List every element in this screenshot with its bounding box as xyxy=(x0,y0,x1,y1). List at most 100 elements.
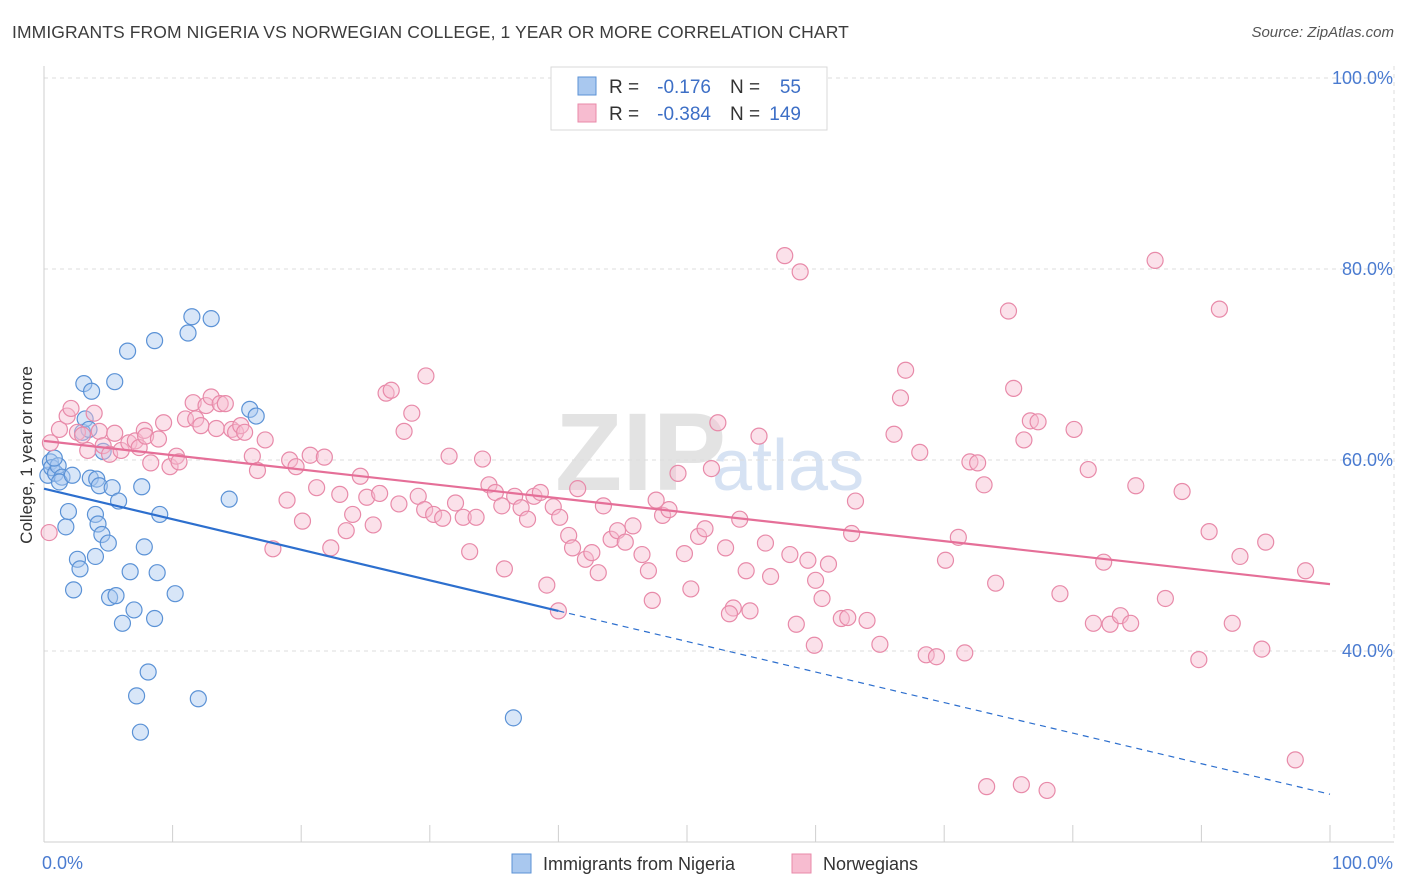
norwegians-point-150 xyxy=(1079,460,1097,479)
norwegians-point-63 xyxy=(416,501,434,519)
nigeria-point-12 xyxy=(68,550,87,568)
stats-r-label-1: R = xyxy=(609,77,639,98)
stats-swatch-blue xyxy=(577,76,597,96)
norwegians-point-60 xyxy=(395,422,413,440)
norwegians-point-94 xyxy=(616,533,634,551)
norwegians-point-157 xyxy=(1146,251,1164,270)
norwegians-point-127 xyxy=(846,492,865,510)
norwegians-point-149 xyxy=(1065,420,1083,439)
nigeria-point-5 xyxy=(53,468,71,486)
norwegians-point-122 xyxy=(806,571,825,589)
x-tick-labels: 0.0% 100.0% xyxy=(42,853,1393,873)
norwegians-point-165 xyxy=(1286,751,1304,769)
nigeria-point-36 xyxy=(125,601,143,619)
norwegians-point-26 xyxy=(184,394,202,412)
nigeria-point-44 xyxy=(148,564,166,582)
trend-line-nigeria xyxy=(43,487,559,612)
norwegians-point-158 xyxy=(1156,589,1174,608)
norwegians-point-28 xyxy=(192,417,210,435)
norwegians-point-20 xyxy=(149,430,168,448)
legend-label-norwegians: Norwegians xyxy=(823,854,918,874)
norwegians-point-38 xyxy=(243,447,261,465)
norwegians-point-117 xyxy=(776,247,794,265)
norwegians-point-47 xyxy=(308,479,326,497)
norwegians-point-144 xyxy=(1005,379,1023,397)
norwegians-point-121 xyxy=(799,551,817,569)
norwegians-point-71 xyxy=(467,508,485,526)
nigeria-point-33 xyxy=(113,614,132,632)
norwegians-point-159 xyxy=(1173,482,1191,501)
norwegians-point-106 xyxy=(696,520,714,538)
norwegians-point-58 xyxy=(382,381,400,399)
norwegians-point-104 xyxy=(682,580,700,598)
nigeria-point-27 xyxy=(99,534,117,552)
norwegians-point-90 xyxy=(589,564,607,582)
trend-line-nigeria-extension xyxy=(558,610,1331,795)
norwegians-point-22 xyxy=(161,458,179,476)
nigeria-point-30 xyxy=(106,373,124,391)
nigeria-point-54 xyxy=(504,709,522,727)
nigeria-point-46 xyxy=(166,585,184,603)
norwegians-point-148 xyxy=(1051,585,1069,603)
norwegians-point-89 xyxy=(583,544,601,562)
norwegians-point-103 xyxy=(675,544,694,563)
trend-line-norwegians xyxy=(43,439,1331,586)
norwegians-point-98 xyxy=(643,591,661,609)
y-tick-label-0: 40.0% xyxy=(1342,641,1393,661)
legend-label-nigeria: Immigrants from Nigeria xyxy=(543,854,736,874)
chart-title: IMMIGRANTS FROM NIGERIA VS NORWEGIAN COL… xyxy=(12,22,849,42)
norwegians-point-57 xyxy=(377,384,395,402)
nigeria-point-48 xyxy=(183,308,201,326)
nigeria-point-50 xyxy=(202,310,220,328)
norwegians-point-82 xyxy=(538,576,556,594)
norwegians-point-68 xyxy=(446,494,465,512)
norwegians-point-132 xyxy=(897,361,915,379)
norwegians-point-151 xyxy=(1084,614,1102,632)
norwegians-point-145 xyxy=(1015,431,1033,449)
norwegians-point-92 xyxy=(602,530,620,548)
norwegians-point-56 xyxy=(371,484,389,503)
norwegians-point-46 xyxy=(301,446,319,464)
norwegians-point-5 xyxy=(68,423,87,441)
norwegians-point-67 xyxy=(440,447,458,465)
norwegians-point-51 xyxy=(337,522,355,540)
nigeria-point-43 xyxy=(145,609,164,628)
nigeria-point-23 xyxy=(90,477,108,495)
norwegians-point-19 xyxy=(142,454,160,472)
nigeria-point-35 xyxy=(121,563,139,581)
norwegians-point-102 xyxy=(669,464,687,482)
nigeria-point-24 xyxy=(89,515,107,533)
norwegians-point-97 xyxy=(639,562,658,580)
norwegians-point-54 xyxy=(358,488,376,506)
norwegians-point-30 xyxy=(202,388,220,406)
norwegians-point-107 xyxy=(702,459,721,478)
norwegians-point-112 xyxy=(737,562,755,580)
norwegians-point-72 xyxy=(473,450,492,468)
nigeria-point-26 xyxy=(93,525,111,544)
nigeria-point-41 xyxy=(139,663,157,681)
norwegians-point-123 xyxy=(813,589,831,608)
norwegians-point-175 xyxy=(843,524,861,543)
norwegians-point-83 xyxy=(544,498,562,516)
norwegians-point-120 xyxy=(791,263,809,281)
nigeria-point-40 xyxy=(135,538,153,556)
nigeria-point-7 xyxy=(45,449,63,467)
norwegians-point-81 xyxy=(531,483,549,502)
norwegians-point-45 xyxy=(293,512,312,530)
norwegians-point-126 xyxy=(839,608,857,627)
norwegians-point-113 xyxy=(741,602,759,620)
nigeria-point-28 xyxy=(100,588,119,607)
y-tick-label-1: 60.0% xyxy=(1342,450,1393,470)
norwegians-point-142 xyxy=(987,574,1005,592)
norwegians-point-64 xyxy=(417,367,435,385)
norwegians-point-86 xyxy=(563,539,582,557)
norwegians-point-59 xyxy=(390,495,408,513)
norwegians-point-170 xyxy=(1223,614,1241,632)
norwegians-point-174 xyxy=(720,605,739,623)
norwegians-point-70 xyxy=(461,543,479,561)
norwegians-point-114 xyxy=(750,427,768,445)
norwegians-point-143 xyxy=(999,302,1018,320)
norwegians-point-128 xyxy=(858,611,876,630)
norwegians-point-50 xyxy=(331,485,349,503)
